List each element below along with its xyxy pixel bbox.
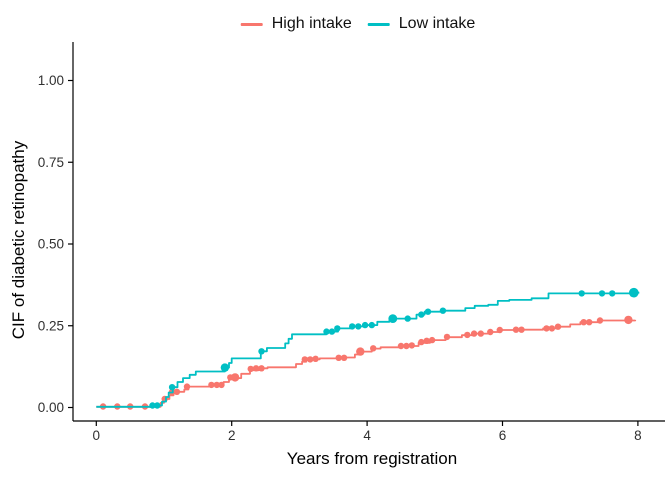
legend: High intake Low intake xyxy=(240,15,476,32)
censor-dot-high-intake xyxy=(470,330,478,337)
legend-label-high-intake: High intake xyxy=(271,15,352,32)
censor-dot-low-intake xyxy=(609,290,616,297)
censor-dot-high-intake xyxy=(596,317,604,324)
axes-layer: 0.00 0.25 0.50 0.75 1.00 0 2 4 6 8 xyxy=(38,42,665,443)
censor-dot-low-intake xyxy=(355,323,362,330)
censor-dot-low-intake xyxy=(323,328,330,335)
censor-dot-high-intake xyxy=(173,388,181,395)
censor-dot-low-intake xyxy=(349,323,356,330)
censor-dot-high-intake xyxy=(487,328,494,336)
censor-dot-high-intake xyxy=(403,342,410,350)
low-intake-line-key-icon xyxy=(367,22,390,26)
censor-dot-high-intake xyxy=(340,354,348,361)
y-tick-label: 0.50 xyxy=(38,237,64,252)
censor-dot-high-intake xyxy=(496,326,503,334)
censor-dot-high-intake xyxy=(548,325,556,332)
censor-dot-high-intake xyxy=(464,331,471,339)
censor-dot-low-intake xyxy=(361,321,369,329)
censor-dot-low-intake xyxy=(578,290,585,297)
censor-dot-low-intake xyxy=(598,290,606,297)
censor-dot-high-intake xyxy=(247,365,254,373)
censor-dot-high-intake xyxy=(208,381,215,389)
censor-dot-low-intake xyxy=(368,321,375,329)
censor-dot-high-intake xyxy=(580,319,587,326)
censor-dot-high-intake xyxy=(624,315,633,325)
censor-dot-high-intake xyxy=(301,356,308,363)
censor-dot-high-intake xyxy=(183,383,191,390)
censor-dot-high-intake xyxy=(252,365,260,372)
censor-dot-high-intake xyxy=(356,347,365,356)
censor-dot-low-intake xyxy=(334,325,341,332)
censor-dot-high-intake xyxy=(408,342,415,349)
y-tick-label: 0.00 xyxy=(38,400,64,415)
censor-dot-high-intake xyxy=(218,381,225,389)
censor-dot-low-intake xyxy=(258,348,265,355)
x-tick-label: 2 xyxy=(228,428,236,443)
high-intake-line-key-icon xyxy=(240,22,263,26)
x-tick-label: 6 xyxy=(499,428,507,443)
censor-dot-high-intake xyxy=(443,333,451,341)
legend-item-low-intake: Low intake xyxy=(367,15,476,32)
censor-dot-high-intake xyxy=(543,325,550,332)
censor-dot-low-intake xyxy=(404,315,411,322)
censor-dot-high-intake xyxy=(312,355,319,362)
x-tick-label: 8 xyxy=(634,428,642,443)
censor-dot-high-intake xyxy=(586,319,593,326)
censor-dot-low-intake xyxy=(388,314,398,323)
censor-dot-high-intake xyxy=(397,342,405,350)
censor-dot-low-intake xyxy=(424,308,432,315)
censor-dot-high-intake xyxy=(230,373,240,382)
y-axis-title: CIF of diabetic retinopathy xyxy=(9,140,28,339)
censor-dot-low-intake xyxy=(418,311,425,318)
x-tick-label: 0 xyxy=(93,428,101,443)
censor-dot-high-intake xyxy=(213,381,220,389)
censor-dot-high-intake xyxy=(307,356,314,363)
censor-dot-high-intake xyxy=(335,354,342,361)
censor-dot-low-intake xyxy=(439,307,447,314)
censor-dot-low-intake xyxy=(328,328,336,335)
censor-dot-low-intake xyxy=(220,363,230,372)
y-tick-label: 1.00 xyxy=(38,73,64,88)
censor-dot-low-intake xyxy=(629,287,639,298)
censor-dot-high-intake xyxy=(554,323,562,330)
censor-dot-high-intake xyxy=(370,345,377,352)
legend-label-low-intake: Low intake xyxy=(398,15,476,32)
censor-dot-high-intake xyxy=(518,326,525,333)
censor-dot-low-intake xyxy=(154,402,161,409)
censor-dot-high-intake xyxy=(477,330,484,337)
censor-dot-low-intake xyxy=(149,402,156,409)
censor-dot-low-intake xyxy=(168,384,176,391)
censor-dot-high-intake xyxy=(258,365,265,372)
censor-dot-high-intake xyxy=(428,336,436,344)
y-tick-label: 0.75 xyxy=(38,155,64,170)
censor-dot-high-intake xyxy=(512,326,520,333)
series-line-low-intake xyxy=(96,291,640,408)
y-tick-label: 0.25 xyxy=(38,318,64,333)
x-axis-title: Years from registration xyxy=(287,449,457,468)
legend-item-high-intake: High intake xyxy=(240,15,352,32)
series-layer xyxy=(96,287,640,410)
x-tick-label: 4 xyxy=(363,428,371,443)
censor-dot-high-intake xyxy=(418,338,425,346)
censor-dot-high-intake xyxy=(423,337,430,344)
